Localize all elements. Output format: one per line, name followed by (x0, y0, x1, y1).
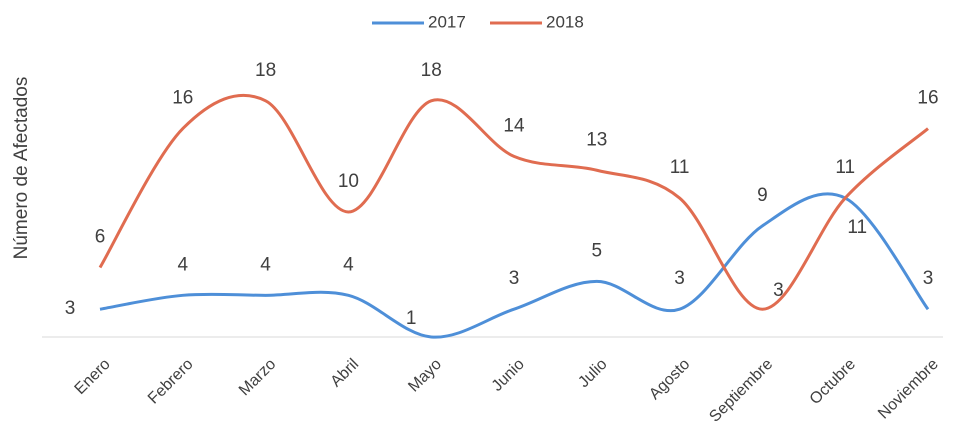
legend-label: 2018 (546, 12, 584, 31)
x-tick-label: Septiembre (706, 356, 776, 426)
data-label: 5 (592, 240, 603, 261)
data-label: 1 (406, 308, 417, 329)
data-label: 16 (917, 88, 938, 109)
x-tick-label: Agosto (646, 356, 693, 403)
x-tick-label: Abril (328, 356, 363, 391)
data-label: 14 (503, 115, 525, 136)
x-tick-label: Febrero (145, 356, 197, 408)
data-label: 3 (509, 268, 520, 289)
legend-label: 2017 (428, 12, 466, 31)
x-tick-label: Junio (489, 356, 528, 395)
data-label: 3 (773, 280, 784, 301)
data-label: 11 (835, 157, 855, 178)
series-line (99, 192, 930, 339)
data-label: 11 (670, 157, 690, 178)
data-label: 4 (178, 254, 189, 275)
data-label: 3 (65, 298, 76, 319)
data-label: 3 (923, 268, 934, 289)
x-tick-label: Octubre (807, 356, 859, 408)
y-axis-label: Número de Afectados (11, 77, 32, 260)
data-label: 10 (338, 171, 359, 192)
data-label: 4 (260, 254, 271, 275)
data-label: 4 (343, 254, 354, 275)
series-line (98, 93, 929, 311)
x-tick-label: Julio (575, 356, 610, 391)
data-label: 9 (757, 185, 768, 206)
x-tick-label: Mayo (405, 356, 445, 396)
data-label: 18 (255, 60, 276, 81)
data-label: 6 (95, 227, 106, 248)
x-tick-label: Marzo (236, 356, 280, 400)
x-tick-label: Noviembre (875, 356, 942, 423)
x-tick-label: Enero (72, 356, 114, 398)
data-label: 13 (586, 129, 607, 150)
data-label: 3 (674, 268, 685, 289)
data-label: 11 (847, 217, 867, 238)
data-label: 18 (421, 60, 442, 81)
data-label: 16 (172, 88, 193, 109)
